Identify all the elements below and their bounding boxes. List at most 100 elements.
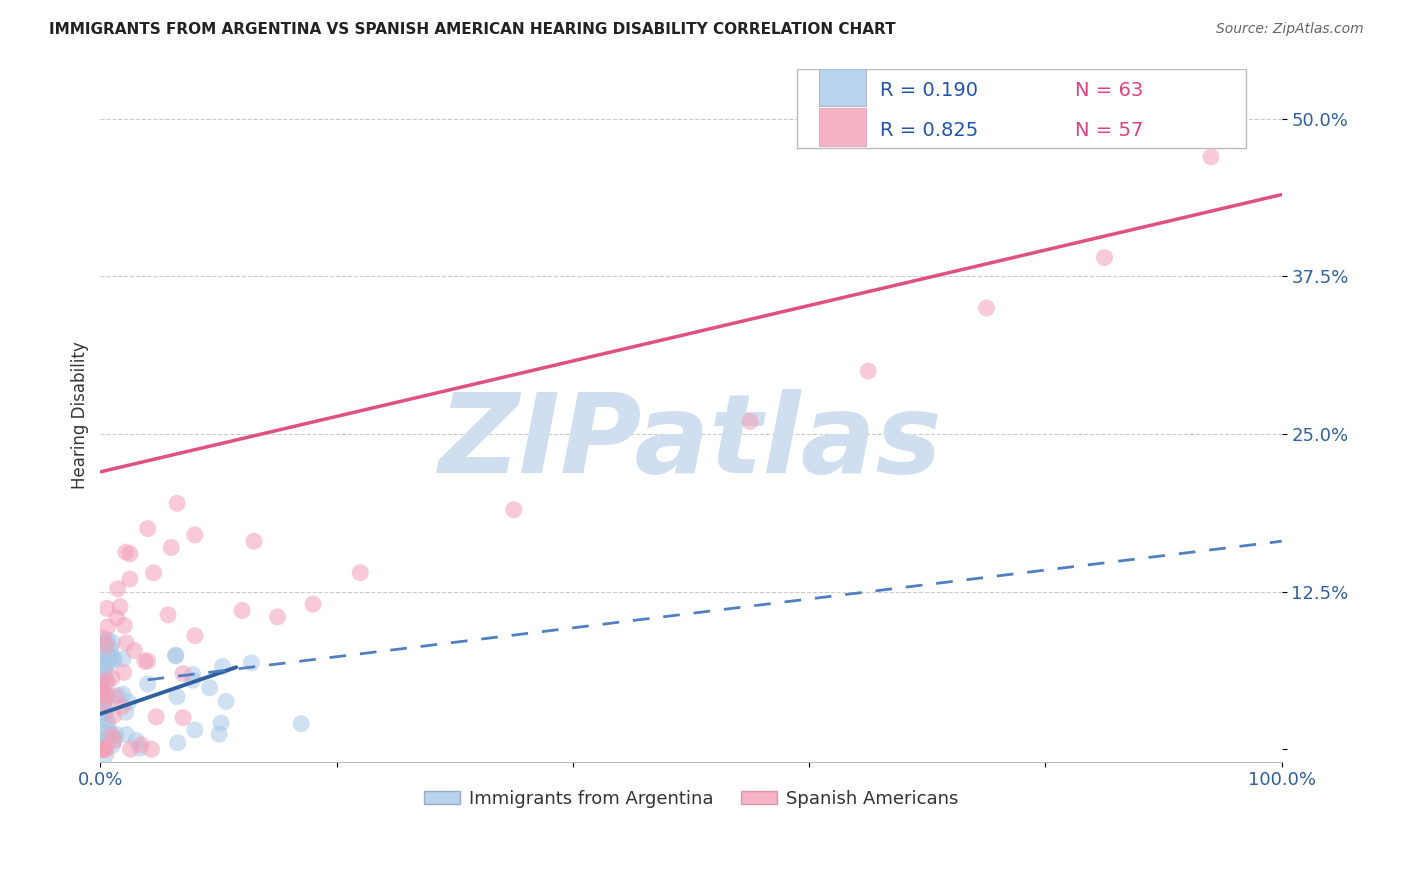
Point: [243, 534, 266, 549]
Point: [172, 666, 194, 681]
Legend: Immigrants from Argentina, Spanish Americans: Immigrants from Argentina, Spanish Ameri…: [416, 782, 966, 815]
Point: [145, 710, 167, 724]
Point: [101, 635, 124, 649]
Point: [93, 667, 115, 681]
FancyBboxPatch shape: [818, 108, 866, 146]
Point: [90, 683, 112, 698]
Point: [100, 728, 122, 742]
Point: [96, 689, 118, 703]
Point: [172, 711, 194, 725]
Point: [502, 502, 524, 516]
Point: [96, 601, 118, 615]
Point: [101, 671, 124, 685]
Point: [104, 727, 127, 741]
Point: [96, 690, 118, 704]
Point: [115, 545, 138, 559]
Point: [93, 711, 115, 725]
Point: [166, 736, 188, 750]
Point: [97, 725, 120, 739]
Point: [111, 652, 134, 666]
Point: [120, 742, 142, 756]
Point: [165, 648, 187, 663]
Point: [90, 733, 112, 747]
Point: [94, 703, 117, 717]
Text: IMMIGRANTS FROM ARGENTINA VS SPANISH AMERICAN HEARING DISABILITY CORRELATION CHA: IMMIGRANTS FROM ARGENTINA VS SPANISH AME…: [49, 22, 896, 37]
Point: [136, 677, 159, 691]
Point: [103, 654, 125, 668]
Point: [118, 572, 141, 586]
Point: [91, 684, 114, 698]
Point: [91, 651, 114, 665]
Point: [93, 693, 115, 707]
Text: R = 0.825: R = 0.825: [880, 121, 979, 140]
Point: [166, 496, 188, 510]
Point: [96, 674, 118, 689]
Point: [134, 654, 156, 668]
FancyBboxPatch shape: [797, 69, 1246, 148]
Point: [90, 682, 112, 697]
Point: [101, 739, 124, 753]
Point: [112, 687, 135, 701]
Point: [107, 688, 129, 702]
Point: [90, 635, 112, 649]
Point: [100, 650, 122, 665]
Point: [103, 733, 125, 747]
Point: [302, 597, 325, 611]
Point: [96, 665, 118, 680]
Point: [90, 742, 112, 756]
FancyBboxPatch shape: [818, 68, 866, 106]
Point: [111, 699, 134, 714]
Point: [103, 708, 125, 723]
Point: [96, 690, 118, 704]
Point: [136, 654, 159, 668]
Point: [124, 643, 146, 657]
Point: [100, 641, 122, 656]
Point: [858, 364, 880, 378]
Point: [96, 632, 118, 647]
Point: [166, 690, 188, 704]
Point: [231, 603, 253, 617]
Point: [240, 656, 263, 670]
Point: [184, 528, 207, 542]
Point: [97, 654, 120, 668]
Point: [1199, 150, 1222, 164]
Point: [211, 659, 233, 673]
Point: [103, 690, 125, 704]
Point: [93, 661, 115, 675]
Point: [115, 728, 138, 742]
Point: [93, 742, 115, 756]
Point: [125, 733, 148, 747]
Point: [104, 732, 127, 747]
Point: [90, 674, 112, 689]
Point: [97, 620, 120, 634]
Point: [198, 681, 221, 695]
Point: [90, 690, 112, 704]
Point: [181, 667, 204, 681]
Text: ZIPatlas: ZIPatlas: [439, 390, 943, 496]
Point: [98, 723, 121, 738]
Point: [105, 611, 128, 625]
Point: [184, 629, 207, 643]
Point: [208, 727, 231, 741]
Point: [136, 522, 159, 536]
Point: [96, 639, 118, 653]
Point: [157, 607, 180, 622]
Point: [90, 742, 112, 756]
Text: Source: ZipAtlas.com: Source: ZipAtlas.com: [1216, 22, 1364, 37]
Point: [290, 716, 312, 731]
Point: [1094, 251, 1116, 265]
Point: [93, 701, 115, 715]
Point: [90, 708, 112, 723]
Point: [118, 547, 141, 561]
Point: [976, 301, 998, 315]
Y-axis label: Hearing Disability: Hearing Disability: [72, 342, 89, 489]
Point: [215, 694, 238, 708]
Point: [181, 673, 204, 688]
Point: [91, 691, 114, 706]
Point: [114, 706, 136, 720]
Point: [165, 648, 187, 663]
Point: [94, 707, 117, 722]
Point: [118, 695, 141, 709]
Point: [94, 734, 117, 748]
Point: [96, 643, 118, 657]
